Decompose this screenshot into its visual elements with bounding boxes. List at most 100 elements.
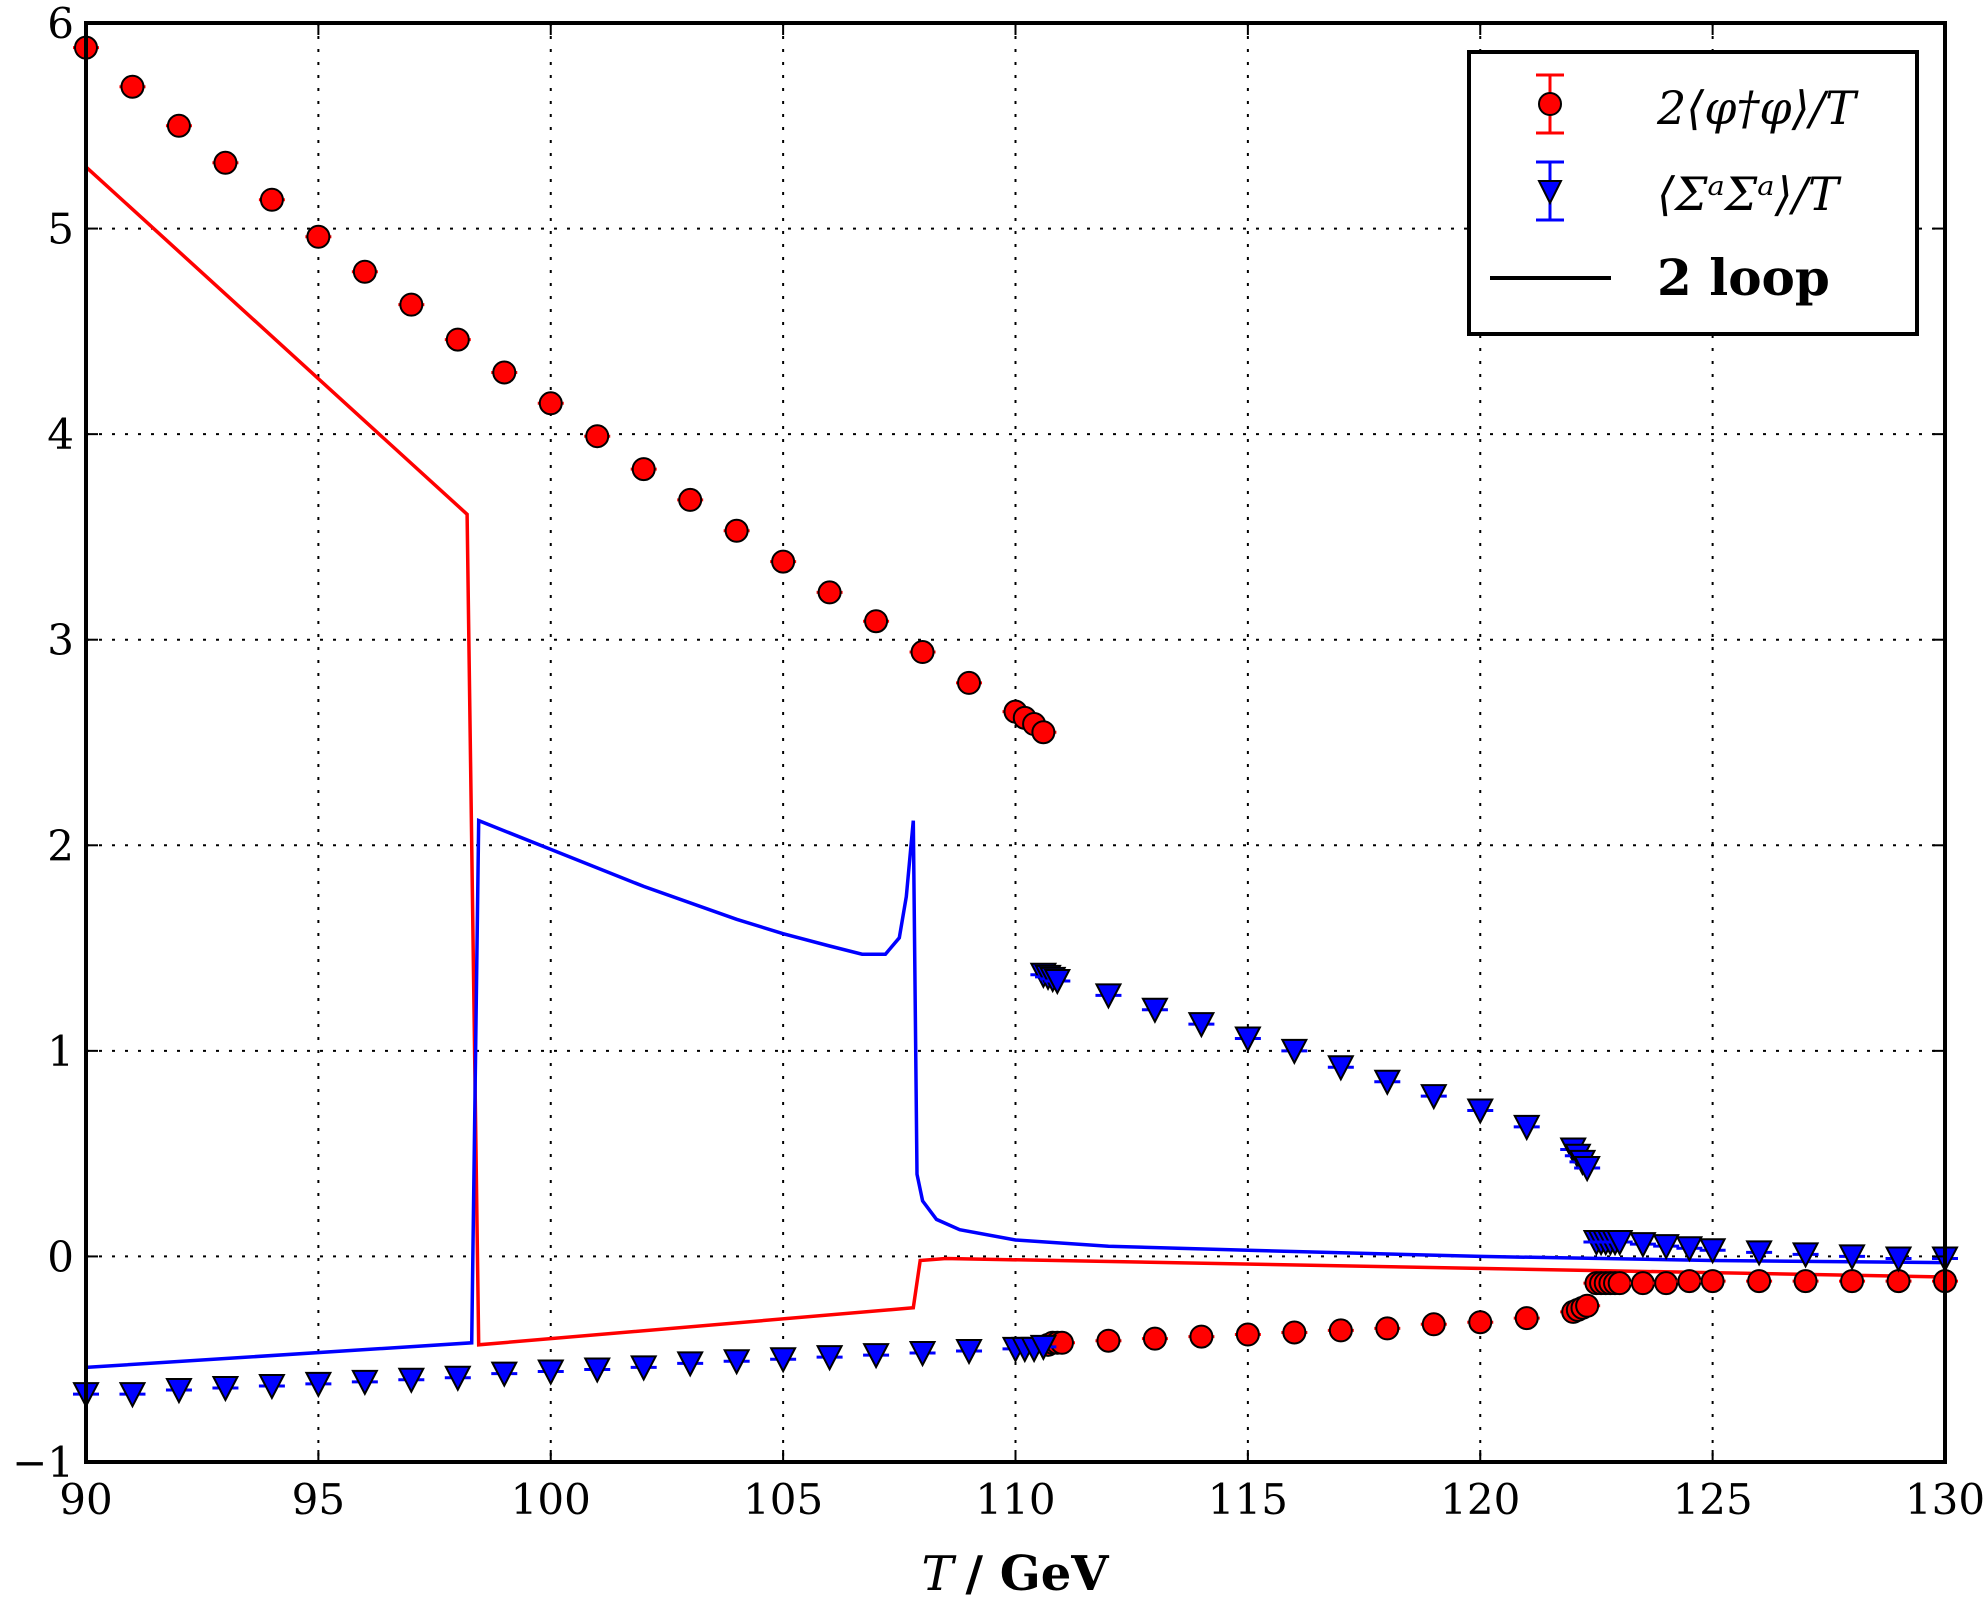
data-point-phi [1235, 1322, 1260, 1347]
data-point-phi [166, 113, 191, 138]
legend: 2⟨φ†φ⟩/T ⟨ΣᵃΣᵃ⟩/T 2 loop [1467, 50, 1919, 336]
data-point-phi [1700, 1269, 1725, 1294]
data-point-sigma [1513, 1114, 1541, 1142]
data-point-sigma [397, 1367, 425, 1394]
line-2-loop [85, 818, 1946, 1370]
data-point-phi [1677, 1269, 1702, 1294]
data-point-phi [1654, 1271, 1679, 1296]
data-point-phi [259, 187, 284, 212]
data-point-sigma [1280, 1038, 1308, 1066]
y-tick-label: 1 [47, 1027, 74, 1076]
data-point-sigma [1675, 1236, 1704, 1263]
series-points [72, 35, 1959, 1409]
x-axis-label: T / GeV [921, 1546, 1109, 1599]
data-point-sigma [1573, 1156, 1601, 1183]
legend-label-phi: 2⟨φ†φ⟩/T [1656, 81, 1859, 135]
data-point-phi [1328, 1318, 1353, 1343]
data-point-phi [678, 487, 703, 512]
x-tick-label: 100 [511, 1475, 591, 1524]
data-point-phi [1575, 1293, 1600, 1318]
data-point-sigma [258, 1373, 286, 1401]
data-point-phi [1514, 1306, 1539, 1331]
x-tick-label: 110 [975, 1475, 1055, 1524]
data-point-sigma [211, 1375, 240, 1403]
data-point-phi [492, 360, 517, 385]
x-tick-label: 130 [1905, 1475, 1985, 1524]
data-point-sigma [1234, 1026, 1262, 1053]
data-point-phi [1031, 720, 1056, 745]
data-point-phi [306, 224, 331, 249]
y-tick-label: 0 [47, 1232, 74, 1281]
data-point-phi [1747, 1269, 1772, 1294]
data-point-phi [1468, 1310, 1493, 1335]
y-tick-label: 5 [47, 205, 74, 254]
x-tick-label: 95 [292, 1475, 345, 1524]
data-point-sigma [1187, 1012, 1216, 1039]
data-point-phi [1793, 1269, 1818, 1294]
data-point-sigma [1745, 1240, 1773, 1267]
data-point-phi [445, 327, 470, 352]
data-point-sigma [1652, 1234, 1680, 1261]
data-point-sigma [723, 1349, 751, 1376]
data-point-phi [120, 74, 145, 99]
data-point-phi [213, 150, 238, 175]
y-tick-label: 2 [47, 821, 74, 870]
data-point-sigma [1466, 1098, 1494, 1125]
x-tick-label: 120 [1440, 1475, 1520, 1524]
legend-label-2loop: 2 loop [1657, 248, 1830, 307]
data-point-phi [864, 609, 889, 634]
y-tick-label: 6 [47, 0, 74, 48]
data-point-sigma [537, 1359, 565, 1386]
y-tick-label: 4 [47, 410, 74, 459]
data-point-sigma [1884, 1246, 1913, 1273]
data-point-sigma [351, 1369, 379, 1396]
data-point-phi [957, 670, 982, 695]
data-point-sigma [955, 1338, 983, 1366]
data-point-sigma [630, 1355, 658, 1382]
data-point-phi [1421, 1312, 1446, 1337]
data-point-phi [399, 292, 424, 317]
x-tick-label: 115 [1208, 1475, 1288, 1524]
x-tick-label: 125 [1673, 1475, 1753, 1524]
data-point-phi [1607, 1271, 1632, 1296]
data-point-sigma [118, 1382, 147, 1409]
data-point-phi [631, 457, 656, 482]
data-point-phi [910, 640, 935, 665]
data-point-sigma [1838, 1244, 1866, 1271]
data-point-phi [538, 391, 563, 416]
legend-label-sigma: ⟨ΣᵃΣᵃ⟩/T [1657, 167, 1842, 221]
data-point-sigma [1094, 983, 1123, 1010]
y-tick-label: −1 [12, 1438, 74, 1487]
data-point-sigma [304, 1371, 333, 1399]
data-point-sigma [676, 1351, 704, 1378]
data-point-sigma [1327, 1055, 1355, 1082]
data-point-sigma [1629, 1232, 1657, 1259]
axis-ticks: 90 95 100 105 110 115 120 125 130 −1 0 1 2 3 4 5 6 [12, 0, 1985, 1524]
data-point-sigma [1029, 1334, 1058, 1362]
series-lines [84, 165, 1946, 1370]
data-point-sigma [1791, 1242, 1820, 1269]
line-2-loop [84, 165, 1946, 1347]
data-point-sigma [769, 1347, 797, 1374]
data-point-phi [1630, 1271, 1655, 1296]
legend-marker-phi [1536, 73, 1564, 135]
data-point-sigma [165, 1378, 193, 1405]
data-point-sigma [1373, 1069, 1401, 1096]
data-point-phi [1142, 1326, 1167, 1351]
data-point-phi [352, 259, 377, 284]
data-point-sigma [815, 1345, 844, 1372]
data-point-sigma [1141, 997, 1169, 1024]
x-tick-label: 105 [743, 1475, 823, 1524]
data-point-sigma [1043, 968, 1071, 996]
data-point-phi [1886, 1269, 1911, 1294]
x-tick-label: 90 [59, 1475, 112, 1524]
data-point-phi [1840, 1269, 1865, 1294]
data-point-sigma [444, 1365, 472, 1392]
data-point-phi [817, 580, 842, 605]
legend-marker-sigma [1536, 160, 1564, 222]
data-point-phi [1375, 1316, 1400, 1341]
data-point-sigma [583, 1357, 611, 1384]
data-point-sigma [1606, 1230, 1634, 1257]
data-point-sigma [908, 1341, 937, 1368]
data-point-sigma [1698, 1238, 1727, 1265]
